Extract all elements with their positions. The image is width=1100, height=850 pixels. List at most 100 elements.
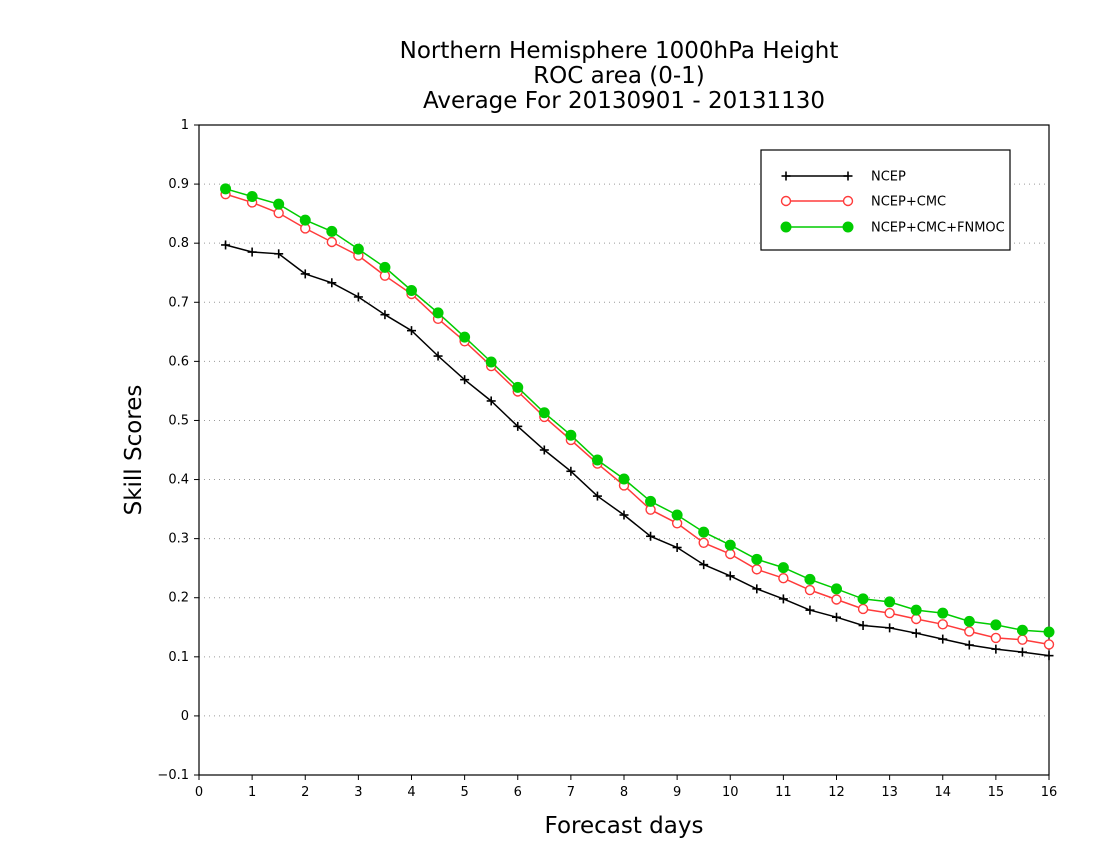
data-point-ncep-cmc-fnmoc	[671, 509, 683, 521]
y-tick-label: 0	[181, 709, 189, 724]
data-point-ncep-cmc	[990, 632, 1002, 644]
y-tick-label: −0.1	[157, 768, 189, 783]
legend-marker-end-ncep-cmc-fnmoc	[842, 221, 854, 233]
legend-marker-start-ncep-cmc-fnmoc	[780, 221, 792, 233]
data-point-ncep-cmc-fnmoc	[1016, 624, 1028, 636]
x-tick-label: 13	[881, 785, 898, 800]
data-point-ncep	[221, 240, 231, 250]
x-tick-label: 7	[567, 785, 575, 800]
data-point-ncep-cmc-fnmoc	[963, 615, 975, 627]
data-point-ncep-cmc-fnmoc	[379, 261, 391, 273]
data-point-ncep-cmc-fnmoc	[990, 619, 1002, 631]
data-point-ncep-cmc-fnmoc	[352, 243, 364, 255]
y-axis-label: Skill Scores	[121, 385, 147, 516]
data-point-ncep-cmc	[273, 207, 284, 219]
x-tick-label: 8	[620, 785, 628, 800]
y-tick-label: 1	[181, 118, 189, 133]
data-point-ncep	[274, 249, 284, 259]
legend-label-ncep-cmc-fnmoc: NCEP+CMC+FNMOC	[871, 221, 1005, 236]
data-point-ncep	[699, 560, 709, 570]
data-point-ncep	[938, 634, 948, 644]
x-tick-label: 2	[301, 785, 309, 800]
series-ncep-cmc	[220, 188, 1055, 650]
legend-box	[760, 149, 1011, 251]
data-point-ncep-cmc-fnmoc	[698, 526, 710, 538]
legend-marker-end-ncep-cmc	[842, 195, 854, 207]
data-point-ncep	[832, 612, 841, 622]
data-point-ncep-cmc-fnmoc	[910, 604, 922, 616]
data-point-ncep-cmc	[937, 619, 948, 630]
x-tick-label: 5	[460, 785, 468, 800]
legend-marker-start-ncep-cmc	[780, 195, 792, 207]
data-point-ncep-cmc	[910, 613, 922, 625]
data-point-ncep	[725, 571, 735, 581]
legend-item-ncep-cmc: NCEP+CMC	[780, 195, 946, 210]
data-point-ncep-cmc-fnmoc	[591, 454, 603, 466]
y-tick-label: 0.7	[168, 295, 189, 310]
x-tick-label: 6	[514, 785, 522, 800]
data-point-ncep-cmc-fnmoc	[246, 191, 258, 202]
legend-label-ncep: NCEP	[871, 170, 906, 185]
data-point-ncep-cmc-fnmoc	[777, 562, 789, 574]
x-tick-label: 4	[407, 785, 415, 800]
data-point-ncep-cmc	[751, 564, 763, 575]
data-point-ncep-cmc-fnmoc	[538, 407, 550, 419]
data-series	[220, 183, 1055, 661]
data-point-ncep-cmc-fnmoc	[937, 607, 949, 619]
data-point-ncep	[964, 640, 974, 650]
x-axis-label: Forecast days	[545, 813, 704, 839]
data-point-ncep-cmc-fnmoc	[299, 214, 311, 226]
x-tick-label: 11	[775, 785, 792, 800]
data-point-ncep-cmc-fnmoc	[565, 429, 577, 441]
data-point-ncep	[858, 621, 868, 630]
legend-marker-end-ncep	[843, 171, 853, 181]
data-point-ncep	[1044, 651, 1054, 661]
x-tick-label: 16	[1041, 785, 1058, 800]
x-tick-label: 9	[673, 785, 681, 800]
legend-item-ncep-cmc-fnmoc: NCEP+CMC+FNMOC	[780, 221, 1005, 236]
data-point-ncep-cmc	[1043, 639, 1055, 650]
data-point-ncep-cmc-fnmoc	[724, 539, 736, 551]
series-ncep-cmc-fnmoc	[220, 183, 1055, 638]
data-point-ncep-cmc	[698, 537, 709, 548]
data-point-ncep-cmc	[831, 594, 842, 605]
data-point-ncep	[539, 445, 549, 455]
data-point-ncep	[991, 644, 1001, 654]
data-point-ncep	[646, 531, 656, 541]
series-line-ncep-cmc-fnmoc	[225, 188, 1050, 633]
series-line-ncep-cmc	[225, 193, 1050, 646]
data-point-ncep	[1017, 647, 1027, 657]
chart-title: Northern Hemisphere 1000hPa Height ROC a…	[400, 38, 839, 114]
data-point-ncep	[752, 584, 762, 594]
data-point-ncep	[300, 269, 310, 279]
data-point-ncep	[486, 396, 496, 406]
x-tick-label: 10	[722, 785, 739, 800]
gridlines	[199, 183, 1049, 717]
legend-item-ncep: NCEP	[781, 170, 906, 185]
data-point-ncep	[247, 247, 257, 257]
data-point-ncep-cmc	[725, 548, 736, 560]
x-tick-label: 3	[354, 785, 362, 800]
data-point-ncep	[566, 466, 576, 476]
legend-marker-start-ncep	[781, 171, 791, 181]
data-point-ncep-cmc-fnmoc	[273, 198, 285, 210]
y-tick-label: 0.2	[168, 591, 189, 606]
data-point-ncep	[433, 351, 443, 361]
title-line-3: Average For 20130901 - 20131130	[423, 88, 825, 114]
data-point-ncep-cmc-fnmoc	[326, 225, 338, 237]
legend-label-ncep-cmc: NCEP+CMC	[871, 195, 946, 210]
y-tick-label: 0.9	[168, 177, 189, 192]
data-point-ncep-cmc-fnmoc	[220, 183, 232, 195]
data-point-ncep-cmc-fnmoc	[618, 473, 630, 485]
title-line-2: ROC area (0-1)	[533, 63, 705, 89]
data-point-ncep-cmc-fnmoc	[804, 573, 816, 585]
data-point-ncep	[778, 594, 788, 604]
series-ncep	[221, 240, 1054, 661]
data-point-ncep-cmc-fnmoc	[645, 495, 657, 507]
data-point-ncep	[327, 278, 337, 288]
data-point-ncep-cmc-fnmoc	[884, 596, 896, 608]
y-tick-label: 0.8	[168, 236, 189, 251]
x-tick-label: 15	[988, 785, 1005, 800]
x-tick-label: 12	[828, 785, 845, 800]
